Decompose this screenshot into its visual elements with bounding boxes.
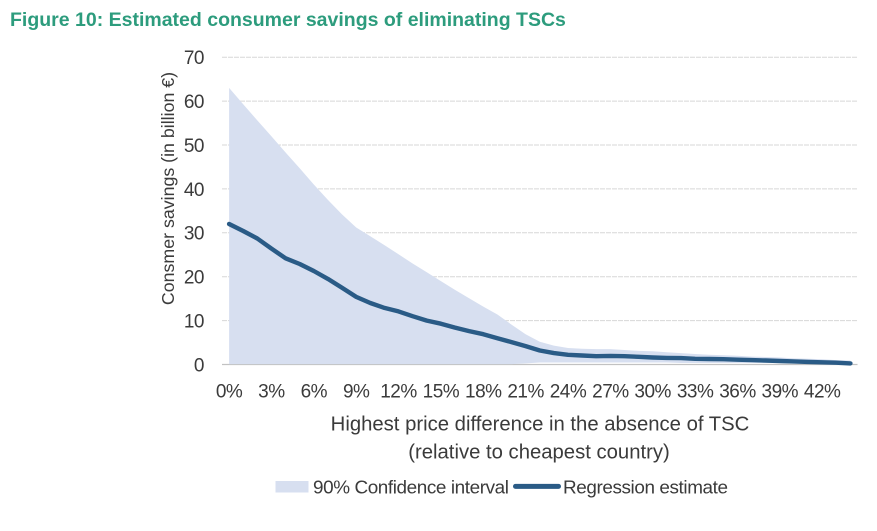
svg-text:20: 20 [184,268,204,289]
svg-text:30: 30 [184,224,204,245]
svg-text:70: 70 [184,48,204,69]
svg-text:33%: 33% [677,382,714,403]
svg-text:0%: 0% [216,382,243,403]
svg-text:42%: 42% [804,382,841,403]
svg-text:27%: 27% [592,382,629,403]
svg-text:40: 40 [184,180,204,201]
svg-text:30%: 30% [634,382,671,403]
svg-text:9%: 9% [343,382,370,403]
svg-text:90% Confidence interval: 90% Confidence interval [313,478,509,499]
svg-text:15%: 15% [423,382,460,403]
svg-text:60: 60 [184,92,204,113]
svg-text:3%: 3% [258,382,285,403]
svg-text:21%: 21% [507,382,544,403]
svg-text:(relative to cheapest country): (relative to cheapest country) [408,442,670,464]
svg-text:Consmer savings (in billion €): Consmer savings (in billion €) [158,72,178,305]
svg-text:0: 0 [194,355,204,376]
svg-text:50: 50 [184,136,204,157]
svg-text:6%: 6% [301,382,328,403]
svg-text:36%: 36% [719,382,756,403]
svg-text:18%: 18% [465,382,502,403]
svg-text:Regression estimate: Regression estimate [563,478,728,499]
svg-text:24%: 24% [550,382,587,403]
svg-text:10: 10 [184,312,204,333]
svg-text:Highest price difference in th: Highest price difference in the absence … [331,414,750,436]
svg-text:12%: 12% [380,382,417,403]
svg-text:39%: 39% [762,382,799,403]
